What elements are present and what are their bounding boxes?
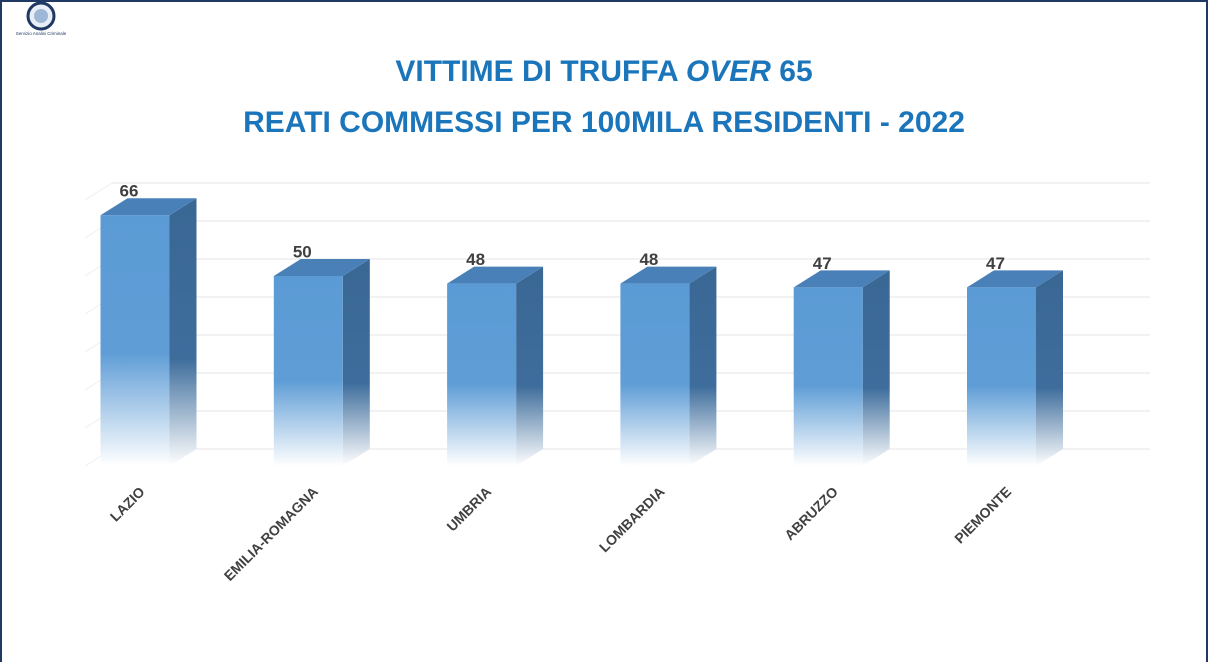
bar-side — [342, 259, 370, 466]
value-label: 47 — [986, 254, 1005, 273]
x-tick-label: EMILIA-ROMAGNA — [221, 483, 321, 583]
bar-top — [447, 266, 544, 284]
x-tick-label: PIEMONTE — [951, 483, 1014, 546]
title-part: OVER — [686, 55, 771, 88]
bar-top — [273, 259, 370, 276]
x-tick-label: LAZIO — [107, 483, 148, 524]
bar — [100, 215, 170, 466]
chart-title: VITTIME DI TRUFFA OVER 65 — [395, 55, 812, 88]
bar — [447, 283, 517, 466]
x-tick-label: LOMBARDIA — [596, 483, 668, 555]
value-label: 50 — [293, 242, 312, 261]
bar-side — [516, 266, 544, 466]
chart-subtitle: REATI COMMESSI PER 100MILA RESIDENTI - 2… — [243, 106, 965, 139]
bar-side — [1036, 270, 1063, 466]
x-tick-label: UMBRIA — [443, 483, 494, 534]
grid-line — [84, 182, 113, 201]
title-part: VITTIME DI TRUFFA — [395, 55, 678, 88]
bar-top — [967, 270, 1063, 288]
value-label: 48 — [466, 250, 485, 269]
bar — [620, 283, 690, 466]
bar — [793, 287, 863, 466]
bar — [967, 287, 1036, 466]
bar-top — [620, 266, 717, 284]
value-label: 47 — [813, 254, 832, 273]
logo: Servizio Analisi Criminale — [16, 1, 67, 36]
value-label: 48 — [639, 250, 658, 269]
bar-side — [169, 198, 197, 466]
bar-top — [100, 198, 197, 216]
bar-side — [689, 266, 717, 466]
title-part: 65 — [779, 55, 812, 88]
bar-side — [862, 270, 890, 466]
bar-top — [793, 270, 890, 288]
value-label: 66 — [120, 182, 139, 201]
bar — [273, 276, 343, 466]
x-tick-label: ABRUZZO — [781, 483, 841, 543]
logo-text: Servizio Analisi Criminale — [16, 31, 67, 36]
